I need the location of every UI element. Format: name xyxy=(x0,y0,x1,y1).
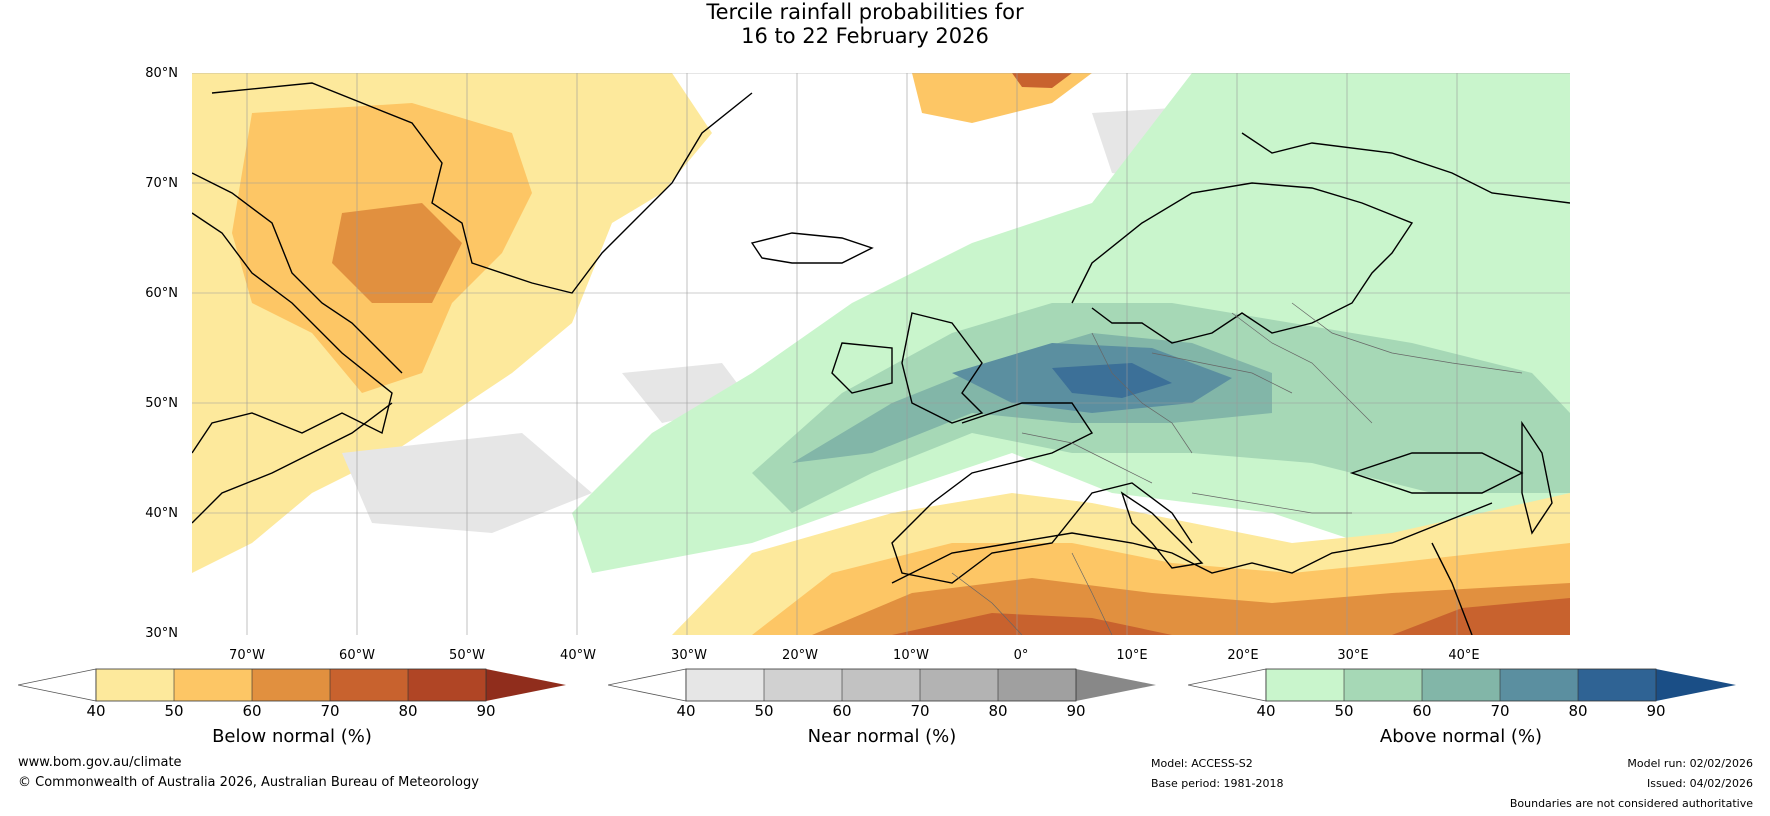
below-swatch-2 xyxy=(174,669,252,701)
below-tick-60: 60 xyxy=(242,702,262,720)
lat-label-50: 50°N xyxy=(145,396,178,411)
lon-label-10e: 10°E xyxy=(1116,648,1148,663)
near-tick-70: 70 xyxy=(910,702,930,720)
lon-label-20e: 20°E xyxy=(1227,648,1259,663)
lat-label-70: 70°N xyxy=(145,176,178,191)
coast-canada-north xyxy=(192,172,403,374)
near-swatch-4 xyxy=(920,669,998,701)
footer-copyright: © Commonwealth of Australia 2026, Austra… xyxy=(18,775,479,790)
coast-mediterranean-south xyxy=(891,502,1493,584)
colorbar-below-label: Below normal (%) xyxy=(212,726,372,747)
rainfall-map xyxy=(192,73,1570,635)
map-title: Tercile rainfall probabilities for 16 to… xyxy=(0,0,1730,48)
footer-website: www.bom.gov.au/climate xyxy=(18,755,182,770)
graticule xyxy=(192,73,1570,635)
below-swatch-5 xyxy=(408,669,486,701)
footer-base-period: Base period: 1981-2018 xyxy=(1151,777,1284,790)
title-line-2: 16 to 22 February 2026 xyxy=(741,24,989,48)
coast-caspian xyxy=(1521,420,1553,535)
footer-model-run: Model run: 02/02/2026 xyxy=(1627,757,1753,770)
below-swatch-6 xyxy=(486,669,566,701)
coastlines xyxy=(192,82,1570,635)
coast-iceland xyxy=(750,232,874,264)
lon-label-10w: 10°W xyxy=(893,648,929,663)
below-tick-70: 70 xyxy=(320,702,340,720)
below-normal-arctic-band xyxy=(912,73,1092,123)
near-tick-50: 50 xyxy=(754,702,774,720)
below-swatch-0 xyxy=(18,668,97,702)
lon-label-30w: 30°W xyxy=(671,648,707,663)
coast-nova-scotia xyxy=(192,402,393,524)
above-swatch-6 xyxy=(1656,669,1736,701)
lon-label-20w: 20°W xyxy=(782,648,818,663)
below-tick-50: 50 xyxy=(164,702,184,720)
below-swatch-1 xyxy=(96,669,174,701)
above-normal-region-peak xyxy=(1052,363,1172,398)
above-swatch-4 xyxy=(1500,669,1578,701)
below-swatch-4 xyxy=(330,669,408,701)
below-tick-40: 40 xyxy=(86,702,106,720)
below-normal-region-greenland-core xyxy=(332,203,462,303)
lat-label-80: 80°N xyxy=(145,66,178,81)
footer-disclaimer: Boundaries are not considered authoritat… xyxy=(1509,797,1753,810)
above-swatch-2 xyxy=(1344,669,1422,701)
near-tick-60: 60 xyxy=(832,702,852,720)
below-normal-arctic-core xyxy=(1012,73,1072,88)
lat-label-40: 40°N xyxy=(145,506,178,521)
above-swatch-5 xyxy=(1578,669,1656,701)
above-swatch-0 xyxy=(1188,668,1267,702)
below-swatch-3 xyxy=(252,669,330,701)
lon-label-30e: 30°E xyxy=(1337,648,1369,663)
title-line-1: Tercile rainfall probabilities for xyxy=(706,0,1024,24)
footer-issued: Issued: 04/02/2026 xyxy=(1646,777,1753,790)
lat-label-30: 30°N xyxy=(145,626,178,641)
coast-italy xyxy=(1120,491,1204,569)
near-swatch-0 xyxy=(608,668,687,702)
above-swatch-3 xyxy=(1422,669,1500,701)
near-swatch-2 xyxy=(764,669,842,701)
near-swatch-5 xyxy=(998,669,1076,701)
near-tick-90: 90 xyxy=(1066,702,1086,720)
near-swatch-3 xyxy=(842,669,920,701)
colorbar-below-normal xyxy=(18,668,568,702)
coast-arctic-russia xyxy=(1241,132,1570,204)
above-tick-90: 90 xyxy=(1646,702,1666,720)
lon-label-60w: 60°W xyxy=(339,648,375,663)
coast-labrador xyxy=(192,212,393,454)
near-swatch-1 xyxy=(686,669,764,701)
above-tick-60: 60 xyxy=(1412,702,1432,720)
lat-label-60: 60°N xyxy=(145,286,178,301)
lon-label-40e: 40°E xyxy=(1448,648,1480,663)
coast-british-isles xyxy=(831,312,984,424)
lon-label-50w: 50°W xyxy=(449,648,485,663)
near-tick-40: 40 xyxy=(676,702,696,720)
colorbar-above-normal xyxy=(1188,668,1738,702)
near-swatch-6 xyxy=(1076,669,1156,701)
lon-label-0: 0° xyxy=(1013,648,1029,663)
above-tick-80: 80 xyxy=(1568,702,1588,720)
colorbar-near-label: Near normal (%) xyxy=(807,726,957,747)
above-tick-50: 50 xyxy=(1334,702,1354,720)
coast-scandinavia xyxy=(1071,182,1414,344)
below-tick-80: 80 xyxy=(398,702,418,720)
map-canvas xyxy=(192,73,1570,635)
footer-model: Model: ACCESS-S2 xyxy=(1151,757,1253,770)
near-tick-80: 80 xyxy=(988,702,1008,720)
coast-red-sea xyxy=(1431,542,1473,635)
above-swatch-1 xyxy=(1266,669,1344,701)
coast-greenland xyxy=(211,82,753,294)
country-borders xyxy=(951,302,1523,635)
lon-label-70w: 70°W xyxy=(229,648,265,663)
lon-label-40w: 40°W xyxy=(560,648,596,663)
colorbar-above-label: Above normal (%) xyxy=(1379,726,1543,747)
coast-western-europe xyxy=(891,402,1193,584)
below-normal-region-sahara-peak xyxy=(892,598,1570,635)
colorbar-near-normal xyxy=(608,668,1158,702)
below-tick-90: 90 xyxy=(476,702,496,720)
above-tick-70: 70 xyxy=(1490,702,1510,720)
above-tick-40: 40 xyxy=(1256,702,1276,720)
